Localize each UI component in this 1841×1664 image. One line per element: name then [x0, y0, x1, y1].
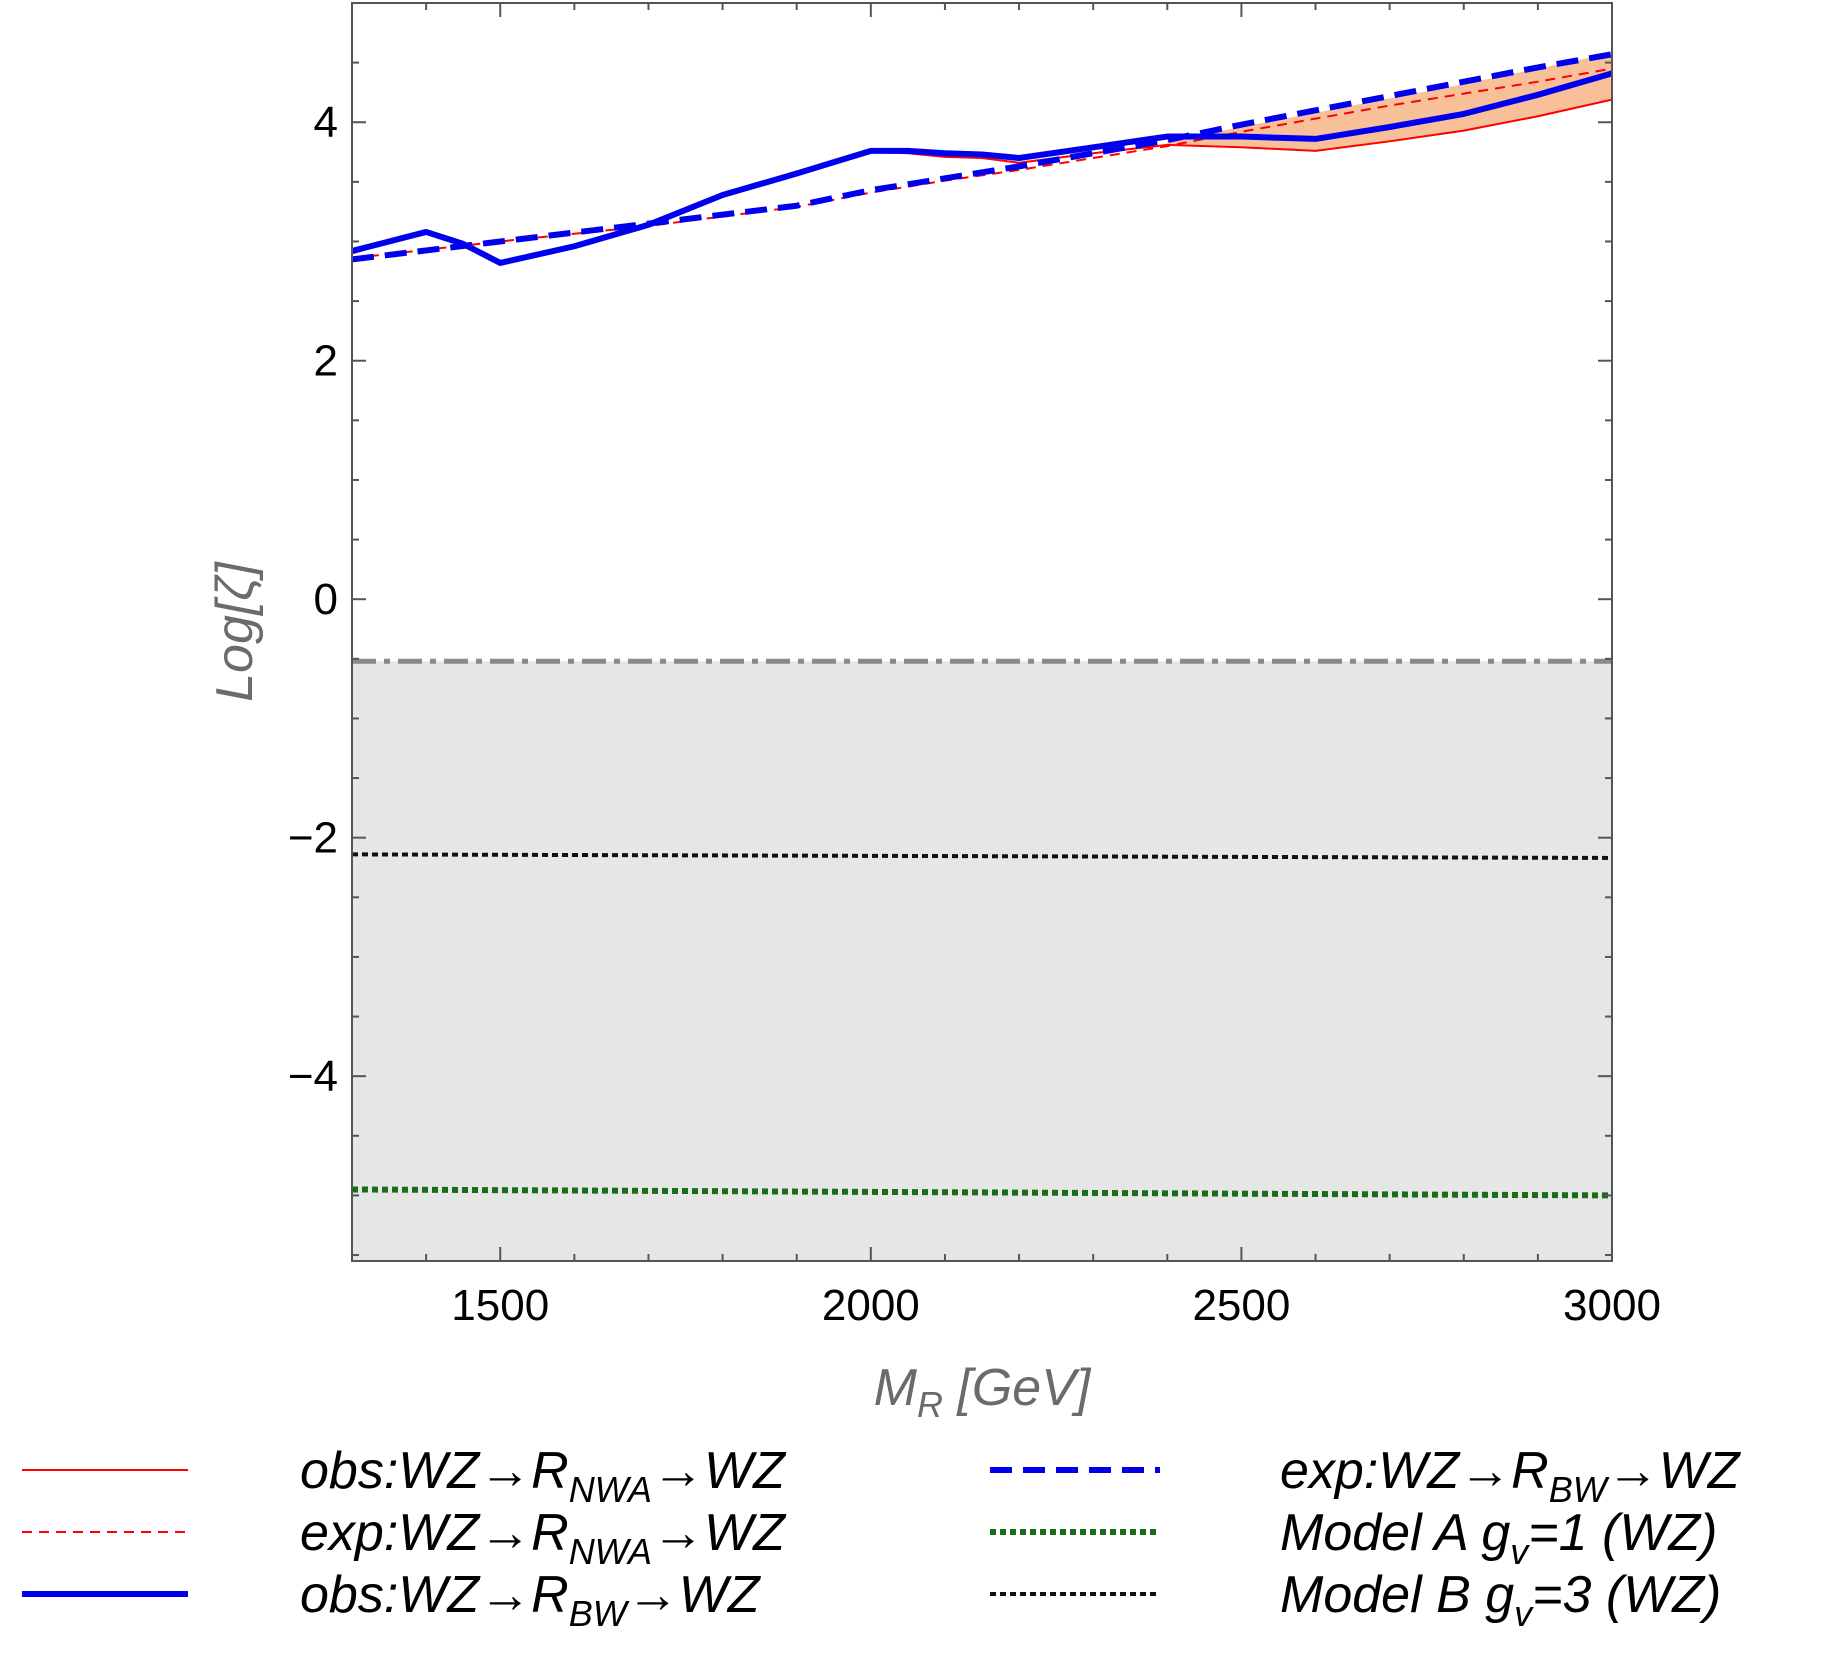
- legend-label-model-a: Model A gv=1 (WZ): [1280, 1504, 1718, 1572]
- y-tick-label: 2: [314, 337, 338, 386]
- y-tick-label: −4: [288, 1052, 338, 1101]
- plot-area: [352, 51, 1612, 1261]
- excluded-region: [352, 661, 1612, 1261]
- legend-label-obs-nwa: obs:WZ→RNWA→WZ: [300, 1442, 787, 1510]
- series-line-model-b: [352, 852, 1612, 860]
- y-axis-title: Log[ζ]: [206, 561, 264, 702]
- x-axis-title: MR [GeV]: [874, 1359, 1092, 1425]
- legend-label-obs-bw: obs:WZ→RBW→WZ: [300, 1566, 762, 1634]
- series-line-exp-bw: [352, 51, 1612, 263]
- plot-frame: [351, 2, 1613, 1262]
- legend-label-exp-nwa: exp:WZ→RNWA→WZ: [300, 1504, 787, 1572]
- series-line-model-a: [352, 1186, 1612, 1199]
- legend: obs:WZ→RNWA→WZexp:WZ→RNWA→WZobs:WZ→RBW→W…: [22, 1442, 1742, 1634]
- series-line-obs-bw: [352, 70, 1612, 266]
- legend-label-model-b: Model B gv=3 (WZ): [1280, 1566, 1721, 1634]
- x-tick-label: 2500: [1192, 1281, 1290, 1330]
- y-tick-label: −2: [288, 814, 338, 863]
- x-tick-label: 1500: [451, 1281, 549, 1330]
- y-tick-label: 4: [314, 98, 338, 147]
- y-tick-label: 0: [314, 575, 338, 624]
- legend-label-exp-bw: exp:WZ→RBW→WZ: [1280, 1442, 1742, 1510]
- x-tick-label: 2000: [822, 1281, 920, 1330]
- x-tick-label: 3000: [1563, 1281, 1661, 1330]
- axes: 1500 2000 2500 3000 −4 −2 0 2 4 MR [GeV] Log[ζ]: [206, 2, 1661, 1425]
